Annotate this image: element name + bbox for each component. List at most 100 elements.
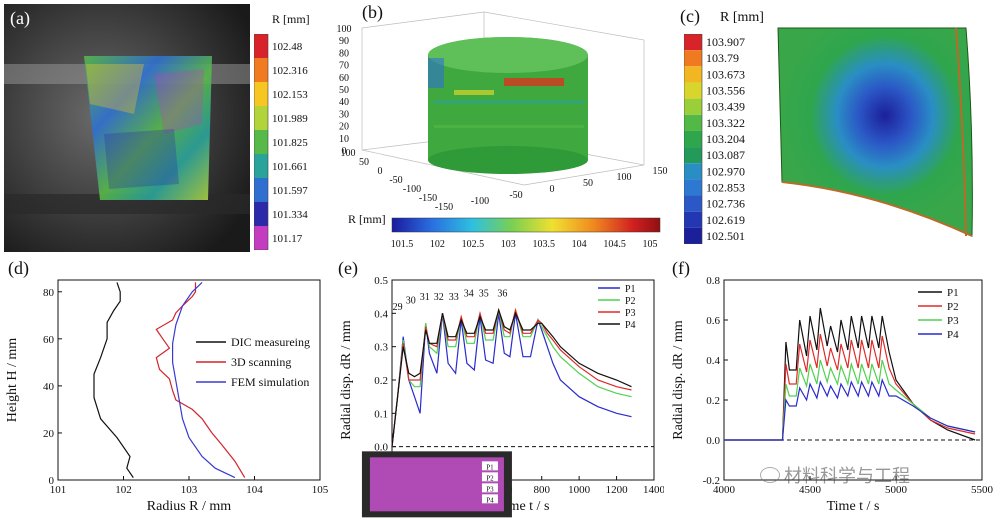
z-tick-label: 10 <box>339 134 349 145</box>
x-tick-label: 105 <box>312 484 329 496</box>
y-tick-label: 0.4 <box>706 355 720 367</box>
cb-a-svg: 102.48 102.316 102.153 101.989 101.825 101.66… <box>253 33 308 251</box>
colorbar-swatch <box>684 195 702 212</box>
panel-a-label: (a) <box>10 8 30 28</box>
x-tick-label: -150 <box>435 202 453 213</box>
wechat-icon <box>760 467 780 483</box>
panel-e-label: (e) <box>338 258 358 278</box>
colorbar-swatch <box>684 50 702 67</box>
colorbar-swatch <box>684 163 702 180</box>
x-tick-label: 1200 <box>606 484 629 496</box>
legend-label: FEM simulation <box>231 375 309 389</box>
watermark: 材料科学与工程 <box>760 462 910 488</box>
colorbar-label: 103.556 <box>706 84 745 98</box>
colorbar-label: 102.501 <box>706 229 745 243</box>
y-tick-label: 0.6 <box>706 315 720 327</box>
legend-label: P1 <box>947 287 959 299</box>
colorbar-swatch <box>254 34 268 58</box>
colorbar-swatch <box>254 154 268 178</box>
cb-c-svg: 103.907 103.79 103.673 103.556 103.439 103.32… <box>683 33 745 245</box>
z-tick-label: 70 <box>339 61 349 72</box>
plot-frame <box>391 279 655 481</box>
colorbar-swatch <box>684 82 702 99</box>
z-tick-label: 60 <box>339 73 349 84</box>
inset-point-label: P4 <box>486 496 494 504</box>
panel-c-label: (c) <box>680 6 700 26</box>
colorbar-label: 102.48 <box>272 41 303 53</box>
legend-label: P2 <box>625 296 636 307</box>
colorbar-swatch <box>684 179 702 196</box>
colorbar-label: 102.853 <box>706 180 745 194</box>
colorbar-label: 103.907 <box>706 35 745 49</box>
inset-point-box <box>481 483 498 493</box>
colorbar-swatch <box>254 202 268 226</box>
x-tick-label: 5000 <box>885 484 908 496</box>
colorbar-tick-label: 101.5 <box>391 239 414 250</box>
series-line-dic-measureing <box>93 282 134 478</box>
colorbar-label: 103.79 <box>706 51 739 65</box>
x-tick-label: -100 <box>471 196 489 207</box>
colorbar-label: 101.334 <box>272 209 308 221</box>
series-line-p2 <box>724 333 976 441</box>
legend-label: 3D scanning <box>231 355 291 369</box>
z-tick-label: 20 <box>339 122 349 133</box>
legend-label: P4 <box>947 329 959 341</box>
x-tick-label: 50 <box>583 178 593 189</box>
x-tick-label: 4000 <box>713 484 736 496</box>
colorbar-label: 103.204 <box>706 132 745 146</box>
colorbar-label: 101.597 <box>272 185 308 197</box>
y-tick-label: 0.5 <box>374 275 388 287</box>
y-tick-label: 0.3 <box>374 342 388 354</box>
x-tick-label: 100 <box>617 172 632 183</box>
legend-label: P1 <box>625 284 636 295</box>
y-tick-label: 0.2 <box>706 395 720 407</box>
panel-b-cb-unit: R [mm] <box>348 212 386 226</box>
colorbar-swatch <box>684 114 702 131</box>
colorbar-tick-label: 104.5 <box>603 239 626 250</box>
y-tick-label: 20 <box>43 428 55 440</box>
x-axis-label: Radius R / mm <box>147 499 232 514</box>
panel-f: 4000 4500 5000 5500 -0.2 0.0 0.2 0.4 0.6 0.8 Time … <box>668 258 1000 522</box>
colorbar-swatch <box>684 211 702 228</box>
colorbar-label: 102.153 <box>272 89 308 101</box>
cycle-peak-label: 35 <box>479 289 489 300</box>
colorbar-label: 103.087 <box>706 148 745 162</box>
x-tick-label: -50 <box>509 190 522 201</box>
panel-e: 0200400600800100012001400-0.10.00.10.20.… <box>334 258 666 522</box>
inset-specimen <box>369 457 504 512</box>
z-tick-label: 100 <box>337 24 352 35</box>
panel-e-line-chart: 0200400600800100012001400-0.10.00.10.20.… <box>339 275 666 518</box>
series-line-p1 <box>724 307 976 441</box>
x-tick-label: 101 <box>50 484 67 496</box>
colorbar-swatch <box>254 106 268 130</box>
colorbar-label: 102.970 <box>706 164 745 178</box>
cycle-peak-label: 34 <box>464 289 474 300</box>
panel-a-image <box>4 4 250 252</box>
panel-c-colorbar: 103.907 103.79 103.673 103.556 103.439 103.32… <box>683 33 780 245</box>
panel-d-label: (d) <box>8 258 29 278</box>
legend-label: P4 <box>625 320 636 331</box>
x-tick-label: 1000 <box>568 484 591 496</box>
y-tick-label: 0.0 <box>374 442 388 454</box>
x-axis-label: Time t / s <box>827 499 880 514</box>
y-axis-label: Radial disp. dR / mm <box>671 320 686 440</box>
y-tick-label: 0 <box>378 166 383 177</box>
cycle-peak-label: 30 <box>406 295 416 306</box>
z-tick-label: 30 <box>339 109 349 120</box>
colorbar-tick-label: 105 <box>643 239 658 250</box>
z-tick-label: 90 <box>339 36 349 47</box>
colorbar-tick-label: 103.5 <box>532 239 555 250</box>
panel-c-fem-shell <box>777 27 973 237</box>
inset-point-box <box>481 494 498 504</box>
y-tick-label: 40 <box>43 381 55 393</box>
y-tick-label: 100 <box>341 148 356 159</box>
series-line-fem-simulation <box>172 281 236 479</box>
legend-label: P3 <box>625 308 636 319</box>
z-tick-label: 0 <box>342 146 347 157</box>
cycle-peak-label: 31 <box>420 292 430 303</box>
plot-frame <box>723 279 983 481</box>
cycle-peak-label: 32 <box>434 292 444 303</box>
y-tick-label: 0.8 <box>706 275 720 287</box>
panel-b: 100 90 80 70 60 50 40 30 20 10 0 100 50 0 -50 -100 -150-… <box>334 0 674 252</box>
legend-label: DIC measureing <box>231 335 310 349</box>
